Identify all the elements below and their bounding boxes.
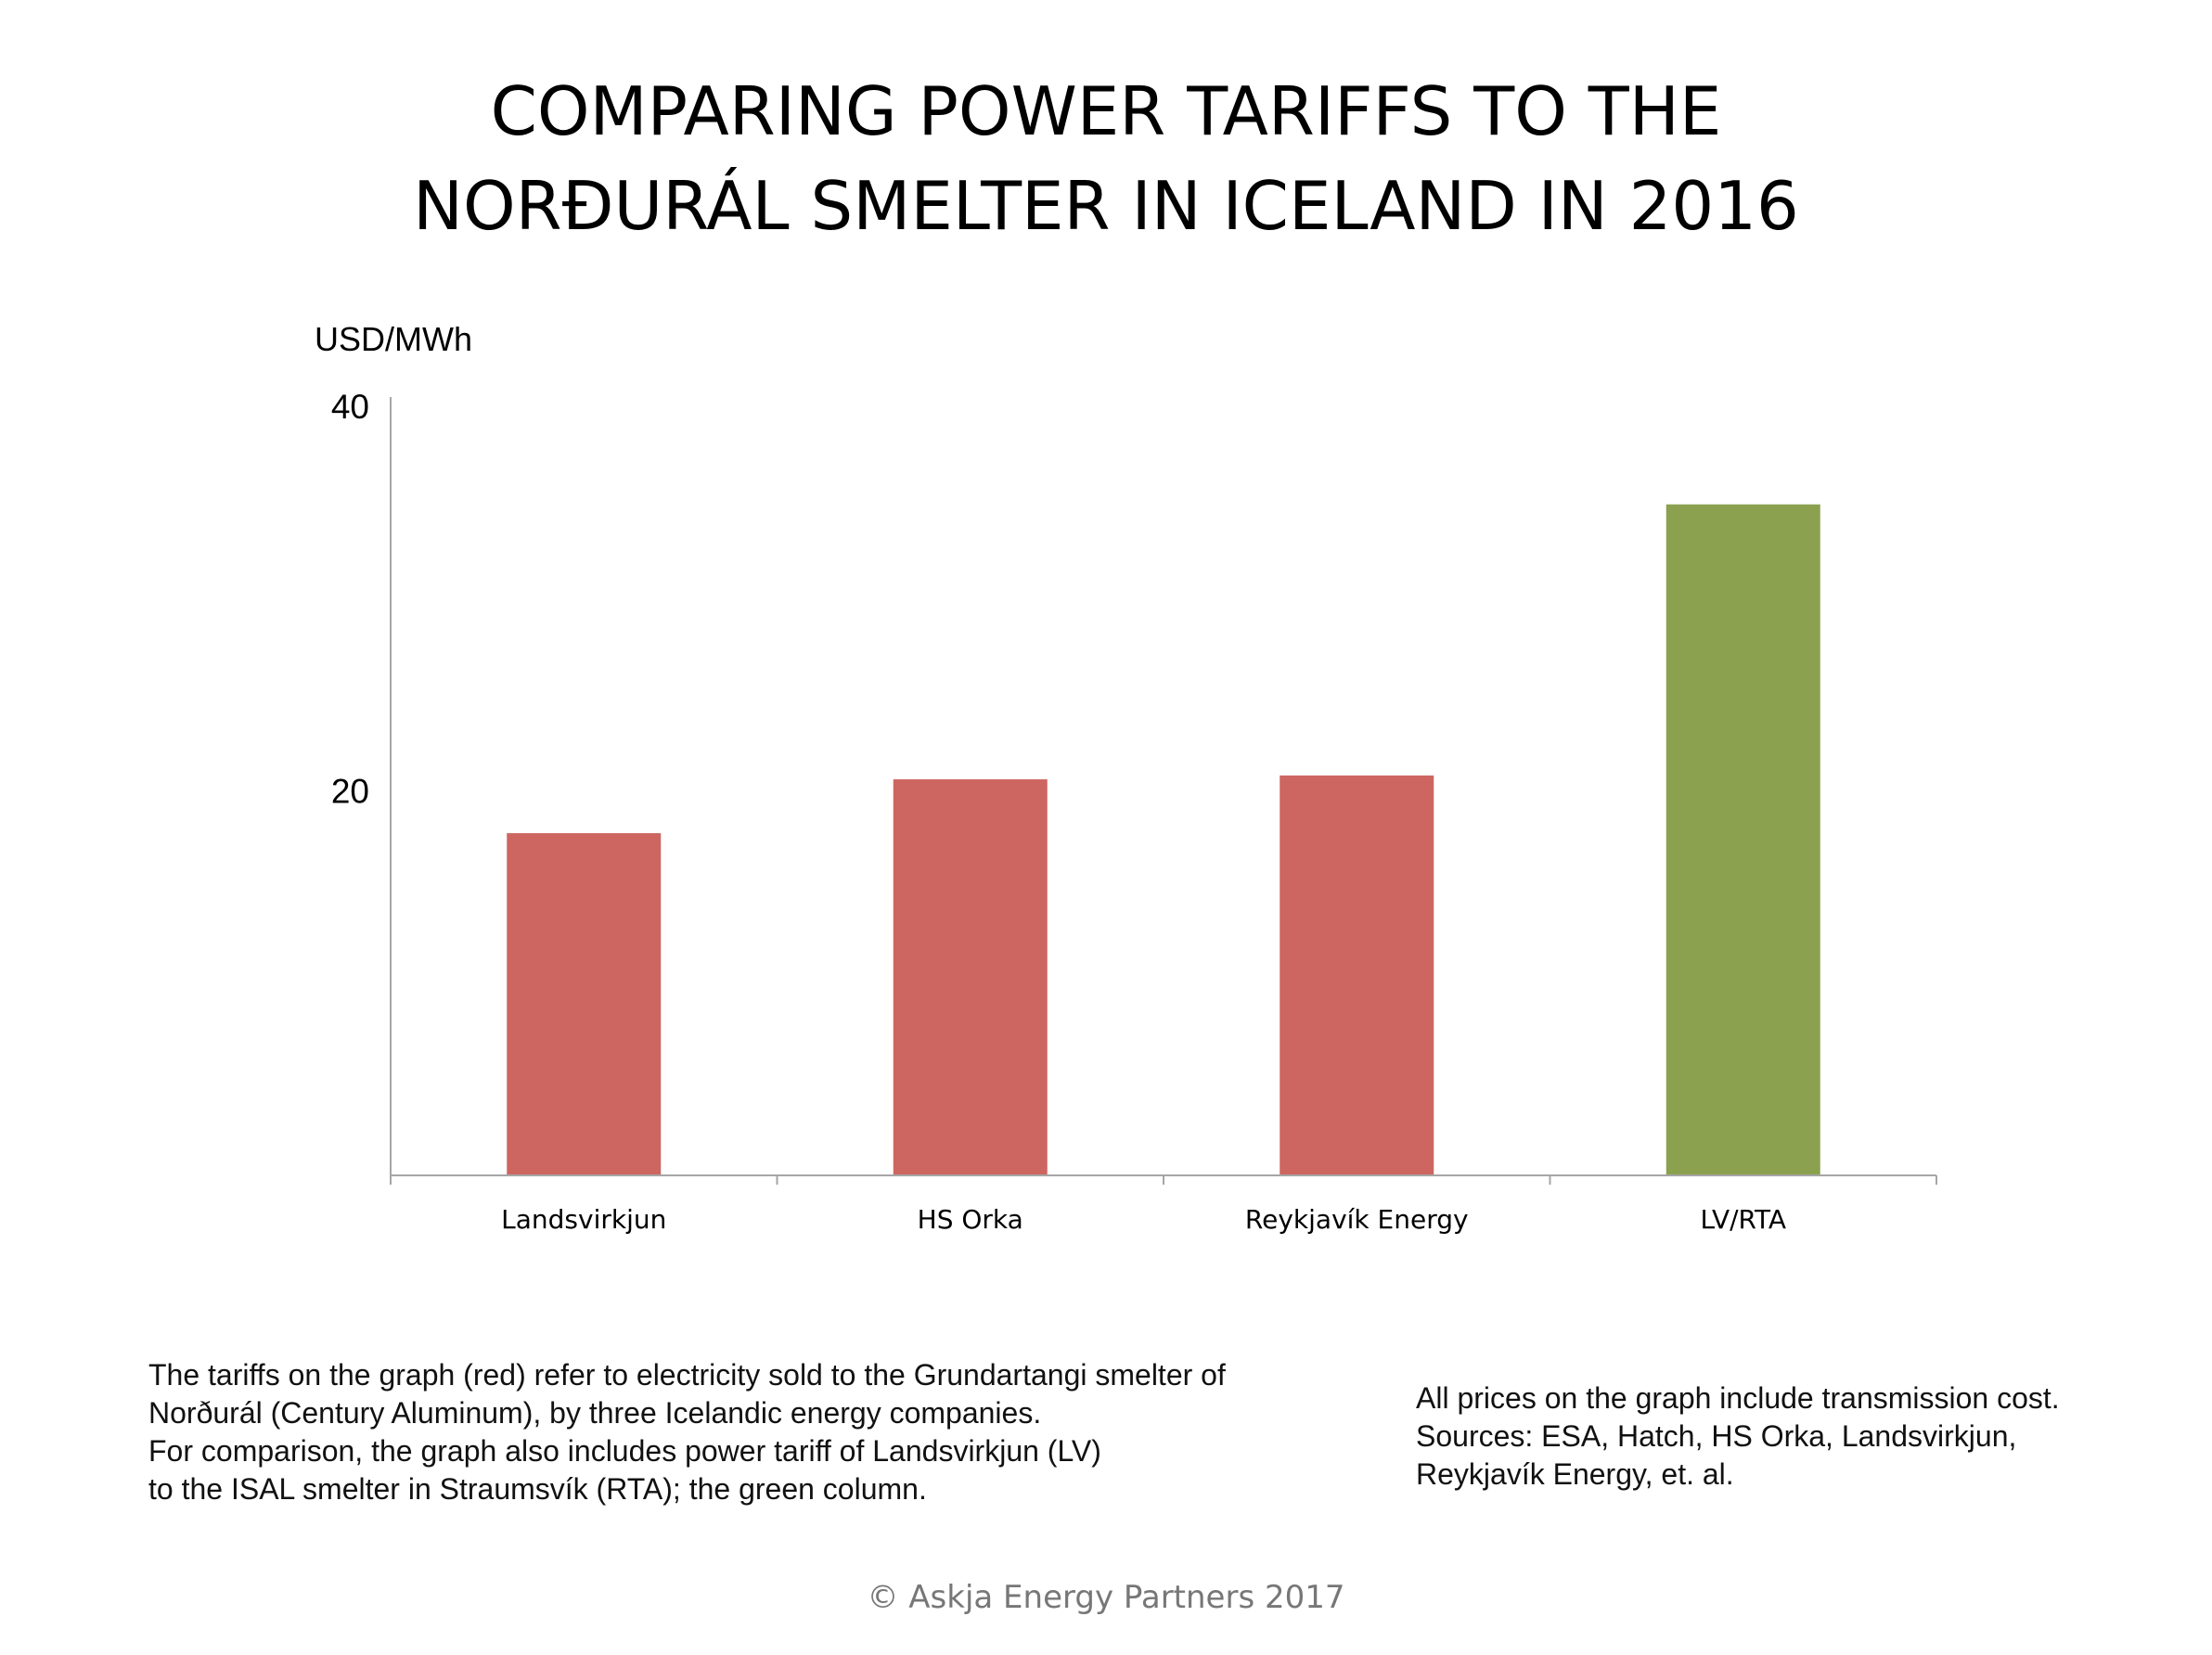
bar-1 bbox=[893, 779, 1048, 1175]
x-tick-label: LV/RTA bbox=[1700, 1204, 1786, 1235]
y-axis-label: USD/MWh bbox=[315, 320, 472, 358]
note-left-line: Norðurál (Century Aluminum), by three Ic… bbox=[148, 1396, 1042, 1430]
note-left-line: to the ISAL smelter in Straumsvík (RTA);… bbox=[148, 1472, 927, 1506]
y-tick-label: 20 bbox=[331, 773, 369, 811]
note-right-line: All prices on the graph include transmis… bbox=[1416, 1381, 2060, 1415]
bar-0 bbox=[507, 833, 662, 1175]
x-tick-label: Reykjavík Energy bbox=[1245, 1204, 1469, 1235]
chart-title-line-1: COMPARING POWER TARIFFS TO THE bbox=[490, 72, 1722, 150]
note-right-line: Sources: ESA, Hatch, HS Orka, Landsvirkj… bbox=[1416, 1419, 2017, 1453]
note-left: The tariffs on the graph (red) refer to … bbox=[148, 1356, 1226, 1508]
chart-title-line-2: NORÐURÁL SMELTER IN ICELAND IN 2016 bbox=[413, 167, 1799, 245]
axis-labels: Landsvirkjun HS Orka Reykjavík Energy LV/RT… bbox=[315, 320, 1786, 1235]
x-tick-label: Landsvirkjun bbox=[501, 1204, 666, 1235]
bar-2 bbox=[1280, 775, 1434, 1175]
copyright: © Askja Energy Partners 2017 bbox=[867, 1579, 1345, 1616]
bars bbox=[507, 504, 1820, 1175]
y-tick-label: 40 bbox=[331, 388, 369, 426]
note-right-line: Reykjavík Energy, et. al. bbox=[1416, 1457, 1734, 1491]
note-left-line: The tariffs on the graph (red) refer to … bbox=[148, 1358, 1226, 1392]
note-right: All prices on the graph include transmis… bbox=[1416, 1379, 2060, 1494]
bar-3 bbox=[1665, 504, 1820, 1175]
x-tick-label: HS Orka bbox=[918, 1204, 1023, 1235]
note-left-line: For comparison, the graph also includes … bbox=[148, 1434, 1101, 1468]
axes bbox=[390, 397, 1937, 1185]
